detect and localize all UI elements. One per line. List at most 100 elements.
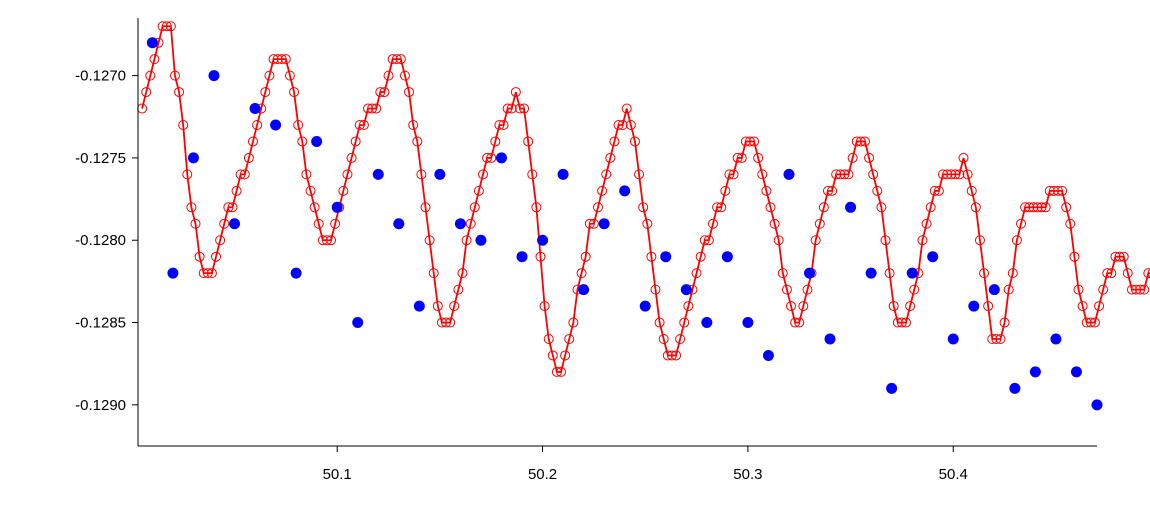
data-point-red xyxy=(962,169,973,180)
data-point-red xyxy=(1048,185,1059,196)
data-point-red xyxy=(634,169,645,180)
data-point-red xyxy=(272,54,283,65)
data-point-red xyxy=(457,268,468,279)
data-point-red xyxy=(1065,218,1076,229)
data-point-red xyxy=(925,202,936,213)
data-point-red xyxy=(979,268,990,279)
data-point-red xyxy=(732,152,743,163)
data-point-red xyxy=(305,185,316,196)
data-point-red xyxy=(629,136,640,147)
data-point-red xyxy=(1094,301,1105,312)
data-point-red xyxy=(864,152,875,163)
data-point-red xyxy=(892,317,903,328)
data-point-red xyxy=(194,251,205,262)
data-point-blue xyxy=(1029,366,1041,378)
data-point-blue xyxy=(988,284,1000,296)
data-point-red xyxy=(1147,268,1150,278)
data-point-red xyxy=(243,152,254,163)
data-point-red xyxy=(896,317,907,328)
data-point-red xyxy=(206,268,217,279)
data-point-red xyxy=(358,120,369,130)
data-point-blue xyxy=(167,267,179,279)
data-point-red xyxy=(178,120,189,130)
data-point-blue xyxy=(1070,366,1082,378)
data-point-red xyxy=(736,152,747,163)
data-point-blue xyxy=(187,152,199,164)
data-point-red xyxy=(786,301,797,312)
data-point-red xyxy=(1126,284,1137,295)
data-point-red xyxy=(946,169,957,180)
y-tick-label: -0.1270 xyxy=(75,68,126,85)
data-point-red xyxy=(827,185,838,196)
data-point-red xyxy=(252,120,263,130)
data-point-red xyxy=(1052,185,1063,196)
data-point-red xyxy=(794,317,805,328)
data-point-red xyxy=(933,185,944,196)
y-tick-label: -0.1275 xyxy=(75,150,126,167)
data-point-red xyxy=(901,317,912,328)
data-point-blue xyxy=(475,234,487,246)
data-point-red xyxy=(445,317,456,328)
data-point-red xyxy=(798,301,809,312)
data-point-red xyxy=(186,202,197,213)
data-point-red xyxy=(182,169,193,180)
data-point-red xyxy=(814,218,825,229)
data-point-red xyxy=(1131,284,1142,295)
data-point-blue xyxy=(495,152,507,164)
data-point-red xyxy=(609,136,620,147)
data-point-red xyxy=(469,202,480,213)
data-point-red xyxy=(551,366,562,377)
data-point-red xyxy=(1106,268,1117,279)
data-point-red xyxy=(638,202,649,213)
data-point-blue xyxy=(249,103,261,115)
data-point-red xyxy=(1077,301,1088,312)
data-point-red xyxy=(625,120,636,130)
data-point-blue xyxy=(762,349,774,361)
data-point-blue xyxy=(290,267,302,279)
data-point-red xyxy=(744,136,755,147)
data-point-red xyxy=(921,218,932,229)
data-point-blue xyxy=(557,168,569,180)
data-point-red xyxy=(371,103,382,114)
data-point-red xyxy=(519,103,530,114)
data-point-red xyxy=(547,350,558,361)
data-point-blue xyxy=(413,300,425,312)
data-point-red xyxy=(174,87,185,98)
data-point-blue xyxy=(680,284,692,296)
data-point-red xyxy=(859,136,870,147)
data-point-red xyxy=(1061,202,1072,213)
data-point-red xyxy=(588,218,599,229)
data-point-red xyxy=(597,185,608,196)
data-point-red xyxy=(757,169,768,180)
data-point-red xyxy=(268,54,279,65)
data-point-red xyxy=(490,136,501,147)
data-point-red xyxy=(909,284,920,295)
data-point-red xyxy=(1118,251,1129,262)
data-point-red xyxy=(1003,284,1014,295)
data-point-blue xyxy=(1091,399,1103,411)
data-point-blue xyxy=(1009,382,1021,394)
data-point-red xyxy=(338,185,349,196)
data-point-blue xyxy=(578,284,590,296)
x-axis: 50.1 50.2 50.3 50.4 xyxy=(323,446,968,483)
data-point-red xyxy=(605,152,616,163)
data-point-red xyxy=(937,169,948,180)
data-point-red xyxy=(769,218,780,229)
data-point-red xyxy=(165,21,176,32)
data-point-red xyxy=(753,152,764,163)
data-point-red xyxy=(888,301,899,312)
x-tick-label: 50.3 xyxy=(733,466,762,483)
data-point-red xyxy=(983,301,994,312)
data-point-red xyxy=(642,218,653,229)
data-point-red xyxy=(523,136,534,147)
data-point-blue xyxy=(906,267,918,279)
data-point-red xyxy=(367,103,378,114)
data-point-red xyxy=(1073,284,1084,295)
data-point-red xyxy=(1143,268,1150,279)
data-point-red xyxy=(617,120,628,130)
data-point-blue xyxy=(372,168,384,180)
data-point-red xyxy=(342,169,353,180)
x-tick-label: 50.2 xyxy=(528,466,557,483)
x-tick-label: 50.4 xyxy=(939,466,968,483)
data-point-red xyxy=(219,218,230,229)
